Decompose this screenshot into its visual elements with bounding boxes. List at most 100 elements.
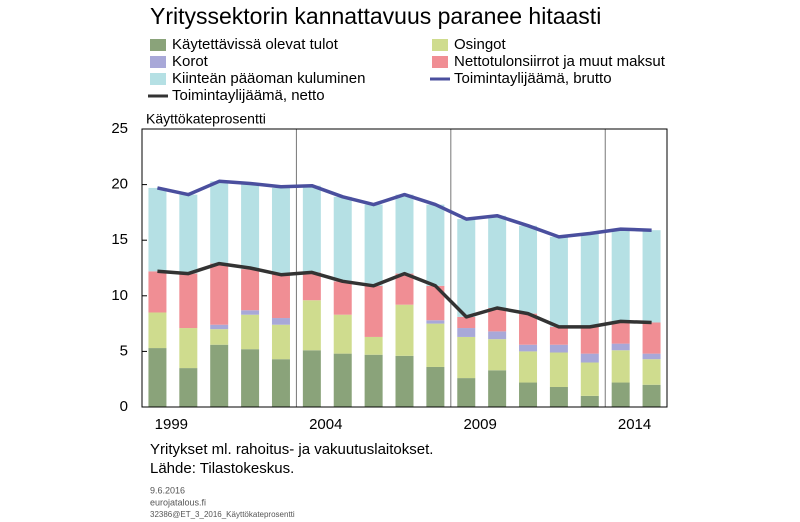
y-axis-label: Käyttökateprosentti <box>146 111 266 127</box>
bar-segment <box>488 215 507 309</box>
bar-segment <box>148 312 167 349</box>
bar-segment <box>549 386 568 407</box>
legend-swatch <box>150 39 166 51</box>
bar-segment <box>241 269 260 311</box>
bar-segment <box>642 322 661 354</box>
bar-segment <box>364 285 383 337</box>
bar-segment <box>241 310 260 315</box>
legend-label: Kiinteän pääoman kuluminen <box>172 70 365 87</box>
bar-segment <box>549 326 568 345</box>
bar-segment <box>488 339 507 371</box>
bar-segment <box>148 271 167 313</box>
legend-label: Osingot <box>454 36 507 53</box>
bar-segment <box>395 304 414 356</box>
line-series <box>157 179 652 239</box>
bar-segment <box>519 382 538 407</box>
bar-segment <box>302 185 321 273</box>
bar-segment <box>580 362 599 396</box>
bar-segment <box>210 181 229 264</box>
footer: 9.6.2016 <box>150 485 185 495</box>
bar-segment <box>210 263 229 325</box>
legend-swatch <box>432 39 448 51</box>
y-tick-label: 10 <box>111 287 128 304</box>
bar-segment <box>426 323 445 367</box>
legend-label: Korot <box>172 53 209 70</box>
legend-label: Nettotulonsiirrot ja muut maksut <box>454 53 666 70</box>
bar-segment <box>580 233 599 327</box>
bar-segment <box>179 194 198 274</box>
x-tick-label: 2004 <box>309 416 342 433</box>
bar-segment <box>395 355 414 407</box>
bar-segment <box>457 219 476 317</box>
bar-segment <box>519 225 538 314</box>
bar-segment <box>488 370 507 407</box>
bar-segment <box>271 318 290 325</box>
bar-segment <box>302 272 321 301</box>
legend-swatch <box>432 56 448 68</box>
footer: eurojatalous.fi <box>150 497 206 507</box>
footer: 32386@ET_3_2016_Käyttökateprosentti <box>150 510 295 519</box>
y-tick-label: 5 <box>120 342 128 359</box>
bar-segment <box>395 194 414 274</box>
legend-label: Toimintaylijäämä, netto <box>172 87 325 104</box>
bar-segment <box>364 204 383 286</box>
legend-label: Käytettävissä olevat tulot <box>172 36 339 53</box>
bar-segment <box>333 314 352 354</box>
legend-swatch <box>150 73 166 85</box>
bar-segment <box>642 353 661 360</box>
bar-segment <box>519 313 538 345</box>
bar-segment <box>611 343 630 351</box>
y-tick-label: 20 <box>111 176 128 193</box>
bar-segment <box>549 344 568 353</box>
bar-segment <box>210 344 229 407</box>
bar-segment <box>426 285 445 321</box>
bar-segment <box>611 382 630 407</box>
bar-segment <box>364 354 383 407</box>
bar-segment <box>210 329 229 345</box>
note: Yritykset ml. rahoitus- ja vakuutuslaito… <box>150 441 433 458</box>
chart-title: Yrityssektorin kannattavuus paranee hita… <box>150 3 601 29</box>
bar-segment <box>611 229 630 322</box>
bar-segment <box>580 326 599 354</box>
bar-segment <box>364 336 383 355</box>
bar-segment <box>210 324 229 330</box>
bar-segment <box>271 187 290 274</box>
bar-segment <box>241 314 260 350</box>
bar-segment <box>519 351 538 383</box>
bar-segment <box>642 384 661 407</box>
bar-segment <box>488 331 507 340</box>
bar-segment <box>148 348 167 407</box>
x-tick-label: 2009 <box>463 416 496 433</box>
bar-segment <box>241 349 260 407</box>
bar-segment <box>457 336 476 379</box>
bar-segment <box>302 300 321 351</box>
line-series <box>157 261 652 329</box>
bar-segment <box>271 273 290 319</box>
bar-segment <box>580 353 599 363</box>
y-tick-label: 25 <box>111 120 128 137</box>
bar-segment <box>549 236 568 327</box>
bar-segment <box>271 324 290 360</box>
legend-label: Toimintaylijäämä, brutto <box>454 70 612 87</box>
bar-segment <box>333 196 352 282</box>
bar-segment <box>549 352 568 387</box>
bar-segment <box>179 368 198 407</box>
bar-segment <box>426 204 445 286</box>
y-tick-label: 0 <box>120 398 128 415</box>
x-tick-label: 2014 <box>618 416 651 433</box>
bar-segment <box>395 273 414 305</box>
bar-segment <box>179 273 198 329</box>
note: Lähde: Tilastokeskus. <box>150 460 294 477</box>
bar-segment <box>642 230 661 323</box>
bar-segment <box>580 395 599 407</box>
bar-segment <box>457 316 476 329</box>
bar-segment <box>302 350 321 407</box>
bar-segment <box>611 350 630 383</box>
bar-segment <box>457 378 476 407</box>
bar-segment <box>426 366 445 407</box>
bar-segment <box>179 328 198 369</box>
x-tick-label: 1999 <box>155 416 188 433</box>
bar-segment <box>642 359 661 385</box>
bar-segment <box>148 187 167 272</box>
bar-segment <box>333 281 352 315</box>
